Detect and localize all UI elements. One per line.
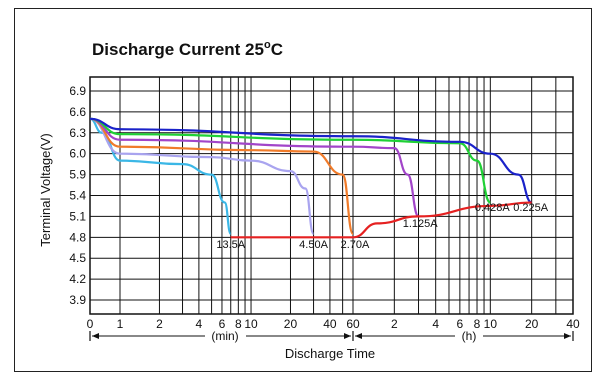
hour-arrow-head-right <box>564 333 571 339</box>
x-tick-label-hour: 40 <box>566 317 580 331</box>
chart-border <box>14 8 592 372</box>
y-tick-label: 5.1 <box>69 209 86 223</box>
y-tick-label: 6.0 <box>69 147 86 161</box>
hour-arrow-head-left <box>355 333 362 339</box>
y-tick-label: 6.3 <box>69 126 86 140</box>
series-data-label: 2.70A <box>341 239 370 251</box>
x-tick-label-hour: 4 <box>432 317 439 331</box>
y-tick-label: 4.5 <box>69 251 86 265</box>
x-tick-label-hour: 6 <box>457 317 464 331</box>
series-data-label: 4.50A <box>299 239 328 251</box>
y-tick-label: 4.8 <box>69 230 86 244</box>
x-tick-label-min: 8 <box>235 317 242 331</box>
chart-title: Discharge Current 25oC <box>92 39 283 59</box>
x-tick-label-min: 4 <box>196 317 203 331</box>
x-tick-label-min: 20 <box>284 317 298 331</box>
series-data-label: 0.428A <box>475 202 511 214</box>
grid-lines <box>89 76 574 315</box>
series-data-label: 13.5A <box>216 239 245 251</box>
series-data-label: 1.125A <box>403 218 439 230</box>
time-range-markers: (min) (h) <box>89 329 574 343</box>
y-tick-label: 6.9 <box>69 84 86 98</box>
y-tick-label: 4.2 <box>69 272 86 286</box>
series-data-label: 0.225A <box>513 202 549 214</box>
series-line <box>89 117 315 235</box>
x-tick-labels: 0 1 2 4 6 8 10 20 40 60 2 4 6 8 10 20 40 <box>87 317 580 331</box>
x-tick-label-hour: 2 <box>391 317 398 331</box>
x-tick-label-min: 1 <box>117 317 124 331</box>
min-arrow-head-right <box>344 333 351 339</box>
y-tick-label: 5.4 <box>69 189 86 203</box>
x-tick-label-min: 2 <box>156 317 163 331</box>
series-line <box>89 117 232 235</box>
series-line <box>89 117 420 218</box>
series-line <box>89 117 355 235</box>
y-tick-label: 6.6 <box>69 105 86 119</box>
y-tick-labels: 6.9 6.6 6.3 6.0 5.9 5.4 5.1 4.8 4.5 4.2 3.9 <box>69 84 86 307</box>
x-tick-label-min: 40 <box>323 317 337 331</box>
x-tick-label-min: 10 <box>244 317 258 331</box>
series-line <box>230 201 532 239</box>
min-arrow-head-left <box>92 333 99 339</box>
y-tick-label: 5.9 <box>69 168 86 182</box>
x-tick-label-hour: 20 <box>525 317 539 331</box>
y-axis-title: Terminal Voltage(V) <box>38 133 53 246</box>
series-line <box>89 117 533 204</box>
x-tick-label-min: 60 <box>346 317 360 331</box>
series-line <box>89 117 492 204</box>
series-lines <box>89 117 533 239</box>
min-range-label: (min) <box>211 329 238 343</box>
x-tick-label-min: 0 <box>87 317 94 331</box>
data-labels: 13.5A 4.50A 2.70A 1.125A 0.428A 0.225A <box>216 202 548 251</box>
y-tick-label: 3.9 <box>69 293 86 307</box>
x-tick-label-hour: 10 <box>484 317 498 331</box>
x-tick-label-hour: 8 <box>474 317 481 331</box>
x-tick-label-min: 6 <box>219 317 226 331</box>
hour-range-label: (h) <box>462 329 477 343</box>
x-axis-title: Discharge Time <box>285 346 375 361</box>
